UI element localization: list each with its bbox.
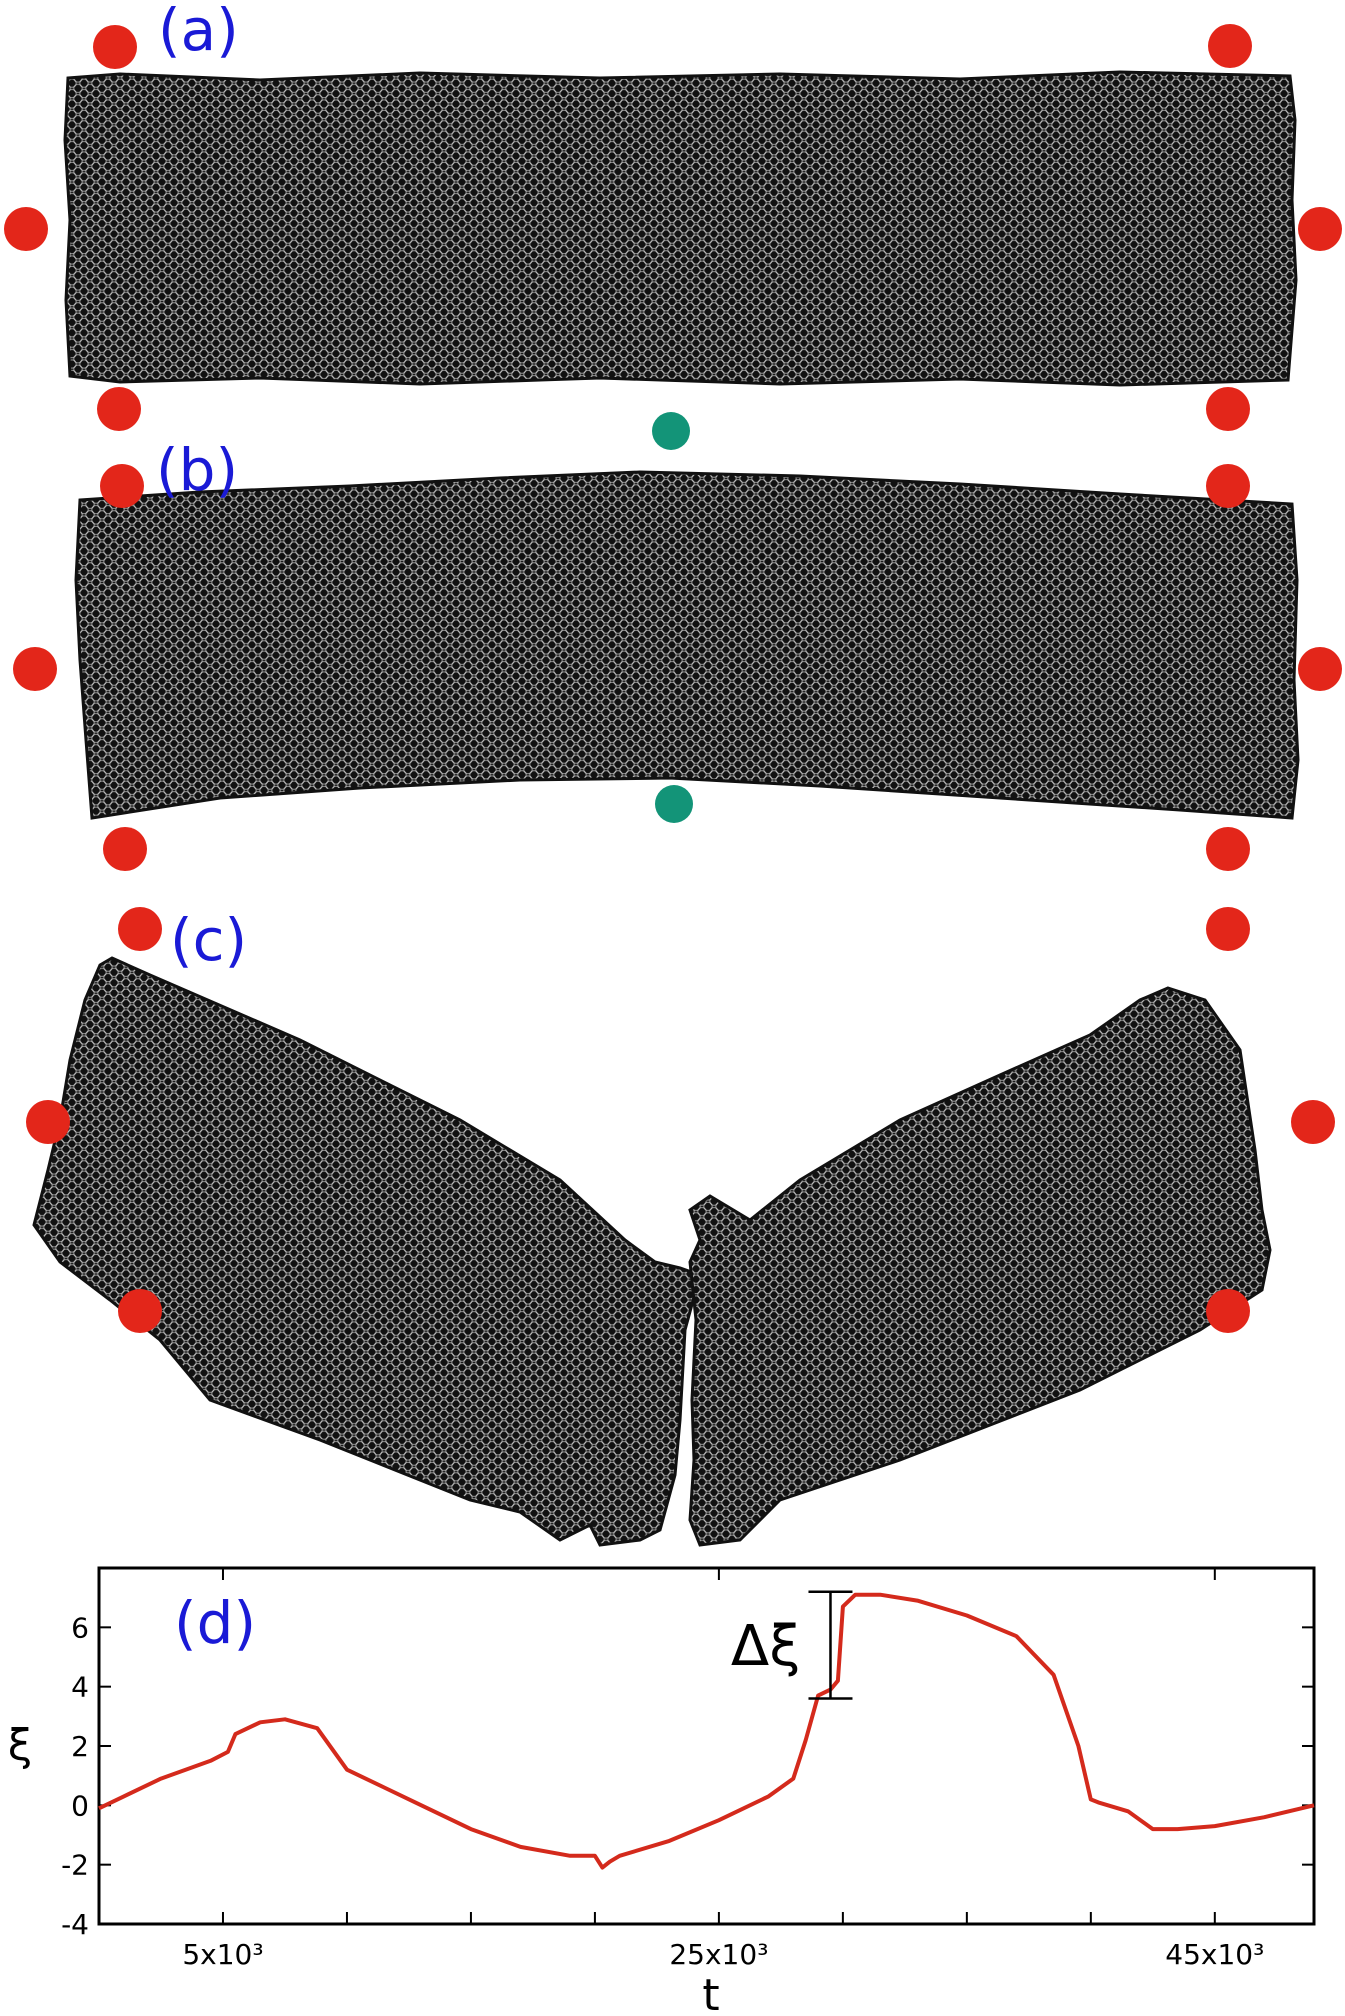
panel-label-b: (b) xyxy=(156,436,238,504)
x-tick-label: 5x10³ xyxy=(182,1938,263,1971)
plot-frame xyxy=(97,1566,1316,1926)
boundary-particle xyxy=(1291,1100,1335,1144)
panel-c: (c) xyxy=(26,906,1335,1547)
x-tick-label: 25x10³ xyxy=(669,1938,768,1971)
boundary-particle xyxy=(1206,387,1250,431)
delta-xi-label: Δξ xyxy=(731,1614,801,1679)
boundary-particle xyxy=(4,207,48,251)
x-axis-label: t xyxy=(702,1970,719,2016)
panel-label-c: (c) xyxy=(170,906,247,974)
boundary-particle xyxy=(1206,907,1250,951)
boundary-particle xyxy=(13,647,57,691)
y-tick-label: -2 xyxy=(61,1849,89,1882)
granular-strip-b xyxy=(74,470,1300,820)
panel-d: -4 -2 0 2 4 6 5x10³ 25x10³ 45x10³ Δξ (d) t ξ xyxy=(8,1566,1316,2016)
indenter-particle xyxy=(655,785,693,823)
x-tick-label: 45x10³ xyxy=(1165,1938,1264,1971)
panel-label-a: (a) xyxy=(158,0,239,64)
boundary-particle xyxy=(1298,207,1342,251)
y-tick-label: 2 xyxy=(71,1730,89,1763)
y-tick-label: 4 xyxy=(71,1671,89,1704)
granular-fragment-right xyxy=(688,986,1272,1547)
panel-a: (a) xyxy=(4,0,1342,450)
boundary-particle xyxy=(118,1289,162,1333)
y-axis-label: ξ xyxy=(8,1720,33,1771)
indenter-particle xyxy=(652,412,690,450)
delta-xi-annotation: Δξ xyxy=(731,1590,853,1700)
boundary-particle xyxy=(118,907,162,951)
boundary-particle xyxy=(97,387,141,431)
boundary-particle xyxy=(1206,1289,1250,1333)
x-axis-ticks: 5x10³ 25x10³ 45x10³ xyxy=(98,1568,1264,1971)
boundary-particle xyxy=(93,25,137,69)
boundary-particle xyxy=(26,1100,70,1144)
granular-strip-a xyxy=(63,70,1298,387)
boundary-particle xyxy=(1208,24,1252,68)
boundary-particle xyxy=(1206,827,1250,871)
y-axis-ticks: -4 -2 0 2 4 6 xyxy=(61,1611,1314,1941)
y-tick-label: -4 xyxy=(61,1908,89,1941)
boundary-particle xyxy=(1298,647,1342,691)
boundary-particle xyxy=(103,827,147,871)
boundary-particle xyxy=(1206,464,1250,508)
panel-label-d: (d) xyxy=(174,1589,256,1657)
boundary-particle xyxy=(100,464,144,508)
y-tick-label: 0 xyxy=(71,1789,89,1822)
granular-fragment-left xyxy=(32,956,702,1547)
panel-b: (b) xyxy=(13,436,1342,871)
xi-series-line xyxy=(98,1592,1315,1870)
y-tick-label: 6 xyxy=(71,1611,89,1644)
